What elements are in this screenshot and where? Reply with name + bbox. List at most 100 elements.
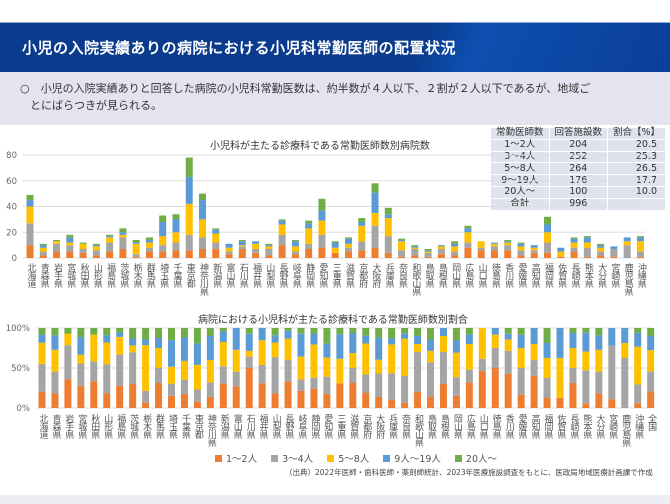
bar-segment bbox=[477, 247, 485, 251]
legend-label: 9人～19人 bbox=[394, 454, 441, 465]
x-tick-label: 島根県 bbox=[436, 263, 447, 287]
x-tick-label: 新潟県 bbox=[218, 414, 229, 438]
x-tick-label: 三重県 bbox=[330, 263, 341, 287]
bar-segment bbox=[636, 241, 644, 252]
x-tick-label: 滋賀県 bbox=[348, 414, 359, 438]
bar-segment bbox=[477, 241, 485, 248]
bar-segment bbox=[371, 212, 379, 226]
x-tick-label: 栃木県 bbox=[141, 414, 152, 438]
x-tick-label: 島根県 bbox=[438, 414, 449, 438]
bar-segment bbox=[38, 328, 46, 335]
bar-segment bbox=[570, 251, 578, 258]
bar-segment bbox=[464, 225, 472, 229]
x-tick-label: 群馬県 bbox=[144, 263, 155, 287]
bar-segment bbox=[608, 328, 616, 346]
bar-segment bbox=[310, 328, 318, 334]
bar-segment bbox=[504, 241, 512, 243]
x-tick-label: 岐阜県 bbox=[296, 414, 307, 438]
bar-segment bbox=[582, 370, 590, 404]
bar-segment bbox=[297, 390, 305, 408]
bar-segment bbox=[212, 229, 220, 234]
bar-segment bbox=[647, 391, 655, 408]
bar-segment bbox=[305, 243, 313, 249]
bar-segment bbox=[66, 234, 74, 238]
bar-segment bbox=[595, 328, 603, 336]
bar-segment bbox=[39, 251, 47, 256]
bar-segment bbox=[597, 251, 605, 256]
bar-segment bbox=[219, 331, 227, 342]
bar-segment bbox=[168, 395, 175, 408]
bar-segment bbox=[517, 246, 525, 251]
x-tick-label: 佐賀県 bbox=[556, 263, 567, 287]
x-tick-label: 岡山県 bbox=[450, 263, 461, 287]
x-tick-label: 神奈川県 bbox=[205, 414, 216, 446]
bar-segment bbox=[398, 250, 406, 257]
x-tick-label: 岐阜県 bbox=[290, 263, 301, 287]
bar-segment bbox=[212, 228, 220, 230]
bar-segment bbox=[504, 350, 512, 374]
y-tick-label: 0% bbox=[17, 404, 31, 414]
x-tick-label: 山口県 bbox=[477, 414, 488, 438]
bar-segment bbox=[371, 247, 379, 258]
bar-segment bbox=[636, 237, 644, 242]
x-tick-label: 徳島県 bbox=[489, 263, 500, 287]
bar-segment bbox=[132, 256, 140, 258]
bar-segment bbox=[647, 371, 655, 392]
x-tick-label: 愛知県 bbox=[317, 263, 328, 287]
x-tick-label: 大阪府 bbox=[374, 414, 385, 438]
bar-segment bbox=[477, 250, 485, 258]
bar-segment bbox=[225, 251, 233, 255]
bar-segment bbox=[636, 256, 644, 258]
bar-segment bbox=[219, 383, 227, 408]
bar-segment bbox=[595, 335, 603, 350]
bar-segment bbox=[543, 398, 551, 408]
x-tick-label: 青森県 bbox=[50, 414, 61, 438]
bar-segment bbox=[451, 241, 459, 244]
bar-segment bbox=[159, 251, 167, 258]
legend-label: 3～4人 bbox=[282, 454, 314, 465]
bar-segment bbox=[119, 232, 127, 235]
bar-segment bbox=[64, 345, 72, 380]
bar-segment bbox=[159, 236, 167, 246]
x-tick-label: 沖縄県 bbox=[633, 414, 644, 438]
bar-segment bbox=[132, 254, 140, 257]
bar-segment bbox=[26, 200, 34, 207]
bar-segment bbox=[543, 378, 551, 398]
x-tick-label: 千葉県 bbox=[171, 263, 182, 287]
x-tick-label: 兵庫県 bbox=[383, 263, 394, 287]
bar-segment bbox=[375, 328, 383, 338]
bar-segment bbox=[543, 358, 551, 378]
bar-segment bbox=[79, 242, 87, 244]
bar-segment bbox=[53, 243, 61, 252]
footer-bar bbox=[0, 495, 670, 504]
bar-segment bbox=[172, 232, 180, 243]
bar-segment bbox=[318, 198, 326, 211]
x-tick-label: 山梨県 bbox=[270, 414, 281, 438]
x-tick-label: 鹿児島県 bbox=[620, 414, 631, 446]
bar-segment bbox=[544, 224, 552, 233]
bar-segment bbox=[544, 252, 552, 258]
y-tick-label: 80 bbox=[6, 151, 17, 161]
bar-segment bbox=[439, 384, 447, 408]
bar-segment bbox=[77, 363, 85, 386]
bar-segment bbox=[193, 343, 201, 365]
bar-segment bbox=[398, 238, 406, 240]
x-tick-label: 長崎県 bbox=[569, 263, 580, 287]
x-tick-label: 愛媛県 bbox=[516, 414, 527, 438]
bar-segment bbox=[362, 374, 370, 393]
bar-segment bbox=[439, 352, 447, 384]
bar-segment bbox=[132, 242, 140, 244]
bar-segment bbox=[384, 207, 392, 215]
bar-segment bbox=[310, 388, 318, 408]
x-tick-label: 山形県 bbox=[102, 414, 113, 438]
bar-segment bbox=[38, 363, 46, 392]
bar-segment bbox=[142, 339, 150, 346]
bar-segment bbox=[132, 239, 140, 243]
bar-segment bbox=[452, 340, 460, 353]
x-tick-label: 茨城県 bbox=[118, 263, 129, 287]
bar-segment bbox=[530, 376, 538, 408]
x-tick-label: 東京都 bbox=[192, 414, 203, 438]
x-tick-label: 愛媛県 bbox=[516, 263, 527, 287]
bar-segment bbox=[636, 251, 644, 257]
